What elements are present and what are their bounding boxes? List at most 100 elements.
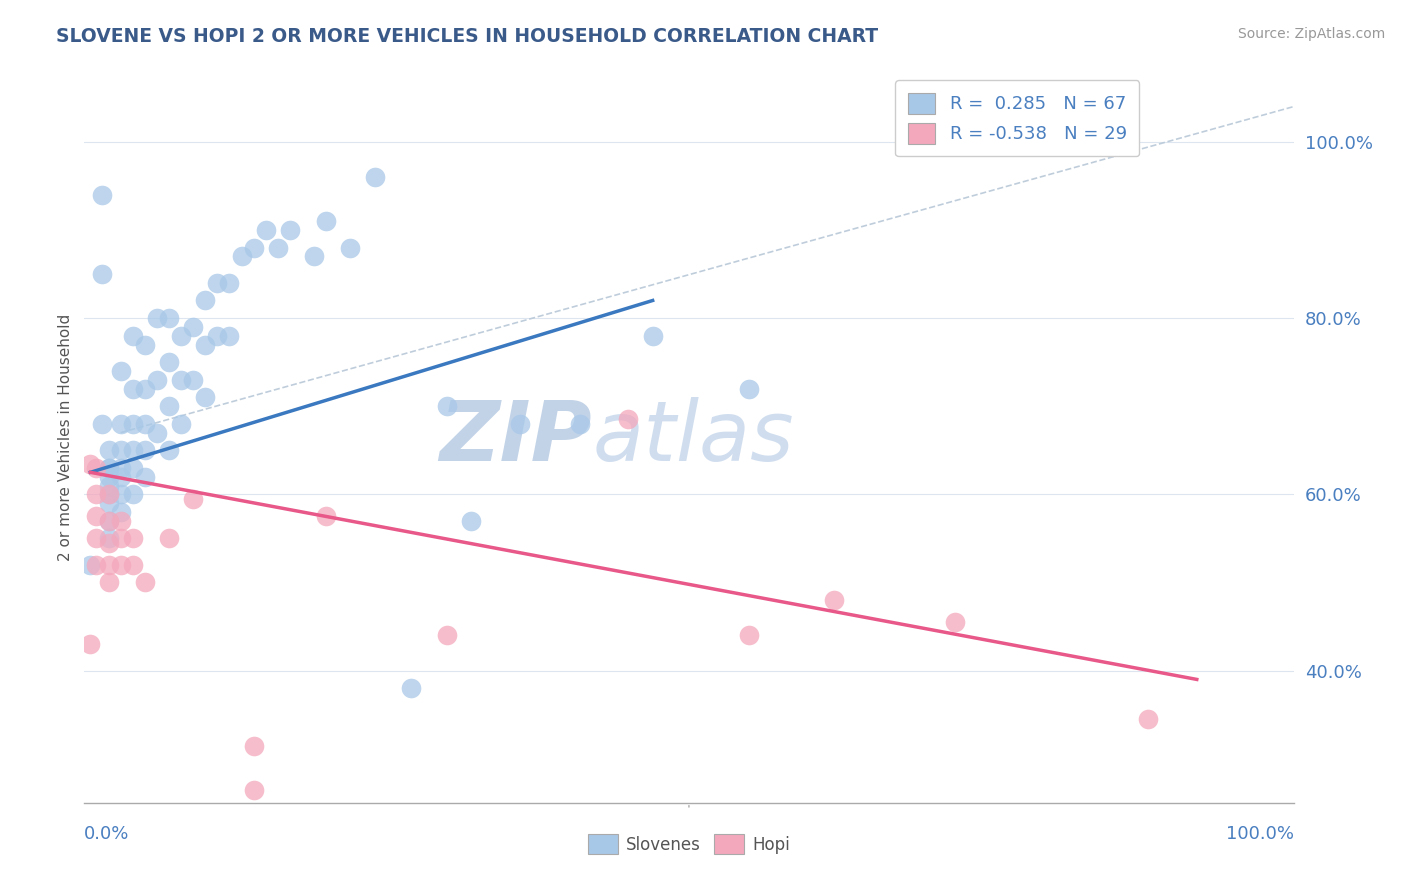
Point (738, 382, 761, 396)
Point (194, 391, 217, 405)
Point (146, 425, 169, 440)
Point (157, 443, 180, 458)
Point (339, 241, 361, 255)
Point (134, 337, 156, 351)
Point (134, 417, 156, 431)
Text: ZIP: ZIP (440, 397, 592, 477)
Text: 100.0%: 100.0% (1226, 825, 1294, 843)
Point (97, 532, 120, 546)
Point (110, 558, 132, 572)
Point (823, 593, 845, 607)
Point (97, 461, 120, 475)
Point (170, 373, 193, 387)
Point (97, 487, 120, 501)
Point (86, 532, 108, 546)
Point (97, 514, 120, 528)
Point (91, 417, 114, 431)
Point (121, 328, 143, 343)
Point (110, 505, 132, 519)
Point (207, 276, 229, 290)
Point (79, 457, 101, 471)
Point (569, 417, 592, 431)
Point (254, 223, 277, 237)
Point (79, 637, 101, 651)
Point (302, 249, 325, 263)
Point (242, 739, 264, 753)
Point (207, 328, 229, 343)
Point (194, 293, 217, 308)
Point (181, 491, 204, 506)
Point (97, 536, 120, 550)
Point (97, 514, 120, 528)
Point (157, 399, 180, 413)
Text: Source: ZipAtlas.com: Source: ZipAtlas.com (1237, 27, 1385, 41)
Point (315, 214, 337, 228)
Point (146, 311, 169, 326)
Point (617, 412, 640, 426)
Point (97, 558, 120, 572)
Point (110, 461, 132, 475)
Point (943, 615, 966, 629)
Point (97, 487, 120, 501)
Point (97, 469, 120, 483)
Point (110, 487, 132, 501)
Point (436, 399, 458, 413)
Text: atlas: atlas (592, 397, 794, 477)
Point (86, 558, 108, 572)
Point (242, 782, 264, 797)
Point (157, 311, 180, 326)
Point (134, 575, 156, 590)
Text: SLOVENE VS HOPI 2 OR MORE VEHICLES IN HOUSEHOLD CORRELATION CHART: SLOVENE VS HOPI 2 OR MORE VEHICLES IN HO… (56, 27, 879, 45)
Point (363, 170, 385, 185)
Point (218, 328, 240, 343)
Point (134, 382, 156, 396)
Point (110, 443, 132, 458)
Point (86, 461, 108, 475)
Point (121, 417, 143, 431)
Point (79, 558, 101, 572)
Point (121, 443, 143, 458)
Point (97, 478, 120, 492)
Point (641, 328, 664, 343)
Point (181, 373, 204, 387)
Point (97, 443, 120, 458)
Point (121, 532, 143, 546)
Point (91, 267, 114, 281)
Point (157, 355, 180, 369)
Text: 0.0%: 0.0% (84, 825, 129, 843)
Point (267, 241, 290, 255)
Point (436, 628, 458, 642)
Point (121, 382, 143, 396)
Point (194, 337, 217, 351)
Point (121, 461, 143, 475)
Point (170, 417, 193, 431)
Point (97, 575, 120, 590)
Point (1137, 712, 1160, 726)
Point (110, 469, 132, 483)
Point (134, 443, 156, 458)
Point (91, 187, 114, 202)
Point (121, 487, 143, 501)
Point (110, 417, 132, 431)
Point (218, 276, 240, 290)
Point (86, 509, 108, 524)
Point (315, 509, 337, 524)
Point (738, 628, 761, 642)
Point (110, 364, 132, 378)
Point (86, 487, 108, 501)
Point (460, 514, 482, 528)
Point (110, 514, 132, 528)
Legend: Slovenes, Hopi: Slovenes, Hopi (581, 828, 797, 860)
Point (231, 249, 253, 263)
Point (97, 496, 120, 510)
Point (157, 532, 180, 546)
Point (170, 328, 193, 343)
Point (134, 469, 156, 483)
Y-axis label: 2 or more Vehicles in Household: 2 or more Vehicles in Household (58, 313, 73, 561)
Point (399, 681, 422, 696)
Point (110, 532, 132, 546)
Point (146, 373, 169, 387)
Point (121, 558, 143, 572)
Point (278, 223, 301, 237)
Point (509, 417, 531, 431)
